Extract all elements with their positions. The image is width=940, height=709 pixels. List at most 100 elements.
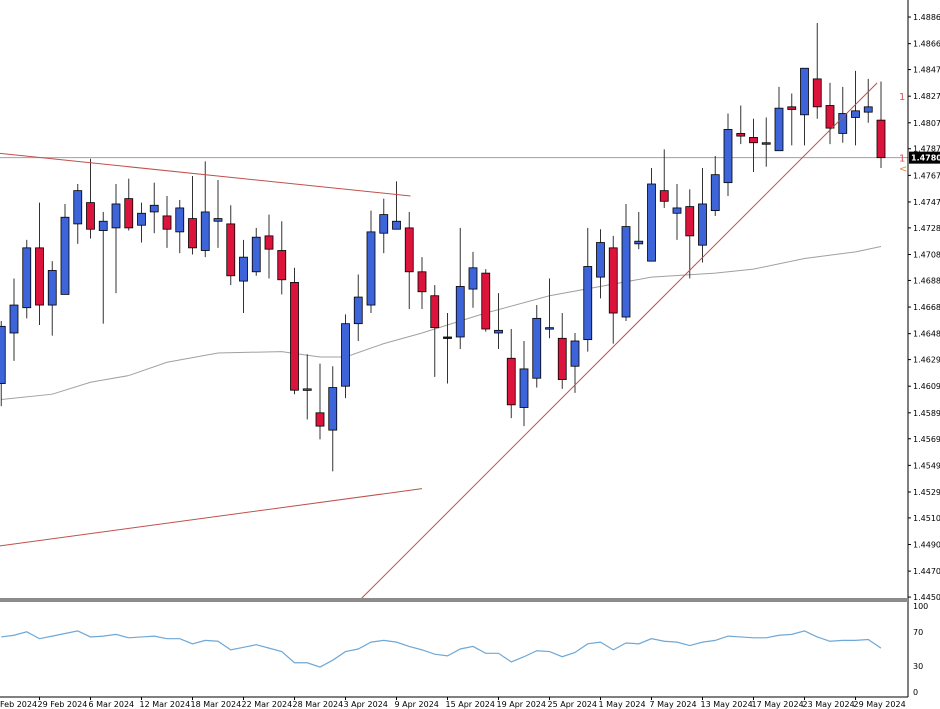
candle bbox=[774, 86, 784, 152]
candle bbox=[825, 82, 835, 145]
candle bbox=[608, 235, 618, 344]
candle bbox=[60, 203, 70, 295]
candle bbox=[800, 67, 809, 146]
candle-body bbox=[162, 215, 172, 230]
candle bbox=[851, 70, 860, 146]
candle bbox=[277, 221, 287, 295]
price-tick-label: 1.46290 bbox=[913, 356, 940, 365]
date-label: 13 May 2024 bbox=[701, 700, 753, 709]
candle-body bbox=[647, 183, 656, 262]
axis-background bbox=[908, 0, 940, 709]
date-label: 19 Apr 2024 bbox=[497, 700, 546, 709]
candle-body bbox=[698, 203, 707, 246]
candle bbox=[672, 183, 682, 240]
candle bbox=[494, 293, 503, 349]
date-label: 15 Apr 2024 bbox=[446, 700, 495, 709]
candle-body bbox=[251, 236, 261, 273]
candle bbox=[532, 305, 542, 388]
date-label: 7 May 2024 bbox=[650, 700, 697, 709]
candle-body bbox=[672, 207, 682, 214]
date-label: 18 Mar 2024 bbox=[191, 700, 242, 709]
oscillator-panel: 100 70 30 0 bbox=[0, 598, 928, 698]
candle bbox=[838, 86, 848, 143]
candle bbox=[557, 313, 567, 389]
current-price-box bbox=[909, 151, 940, 164]
candle-body bbox=[47, 270, 57, 306]
candle bbox=[787, 93, 797, 146]
candle-body bbox=[761, 142, 771, 145]
candle bbox=[213, 179, 223, 248]
date-axis: Feb 2024 29 Feb 2024 6 Mar 2024 12 Mar 2024… bbox=[0, 697, 906, 709]
candle-body bbox=[532, 317, 542, 379]
candle-body bbox=[812, 78, 822, 108]
candle-body bbox=[315, 412, 325, 427]
candle-body bbox=[430, 295, 440, 329]
candle-body bbox=[774, 107, 784, 152]
candle-body bbox=[328, 387, 338, 431]
candles-layer bbox=[0, 23, 886, 472]
price-tick-label: 1.47875 bbox=[913, 145, 940, 154]
candle bbox=[634, 211, 644, 250]
candle bbox=[162, 195, 172, 248]
candle-body bbox=[264, 235, 274, 250]
trendline[interactable] bbox=[359, 82, 878, 601]
current-price-label: 1.47808 bbox=[911, 154, 940, 163]
candle-body bbox=[800, 67, 809, 116]
trendline[interactable] bbox=[0, 152, 411, 197]
price-tick-label: 1.44700 bbox=[913, 567, 940, 576]
candle-body bbox=[35, 247, 44, 306]
candle-body bbox=[723, 129, 733, 184]
price-tick-label: 1.45100 bbox=[913, 514, 940, 523]
date-label: 29 Feb 2024 bbox=[38, 700, 88, 709]
candle-body bbox=[468, 267, 478, 290]
date-label: 17 May 2024 bbox=[752, 700, 804, 709]
price-tick-label: 1.46685 bbox=[913, 303, 940, 312]
candle-body bbox=[494, 329, 503, 334]
date-label: 22 Mar 2024 bbox=[242, 700, 293, 709]
candle-body bbox=[825, 105, 835, 129]
candle bbox=[863, 78, 873, 123]
date-label: 1 May 2024 bbox=[599, 700, 646, 709]
candle bbox=[455, 227, 465, 349]
candle-body bbox=[111, 203, 121, 229]
candle bbox=[200, 161, 210, 258]
price-axis: 1.48865 1.48665 1.48470 1.48270 1.48070 1.478… bbox=[899, 0, 940, 709]
price-tick-label: 1.46485 bbox=[913, 330, 940, 339]
candle-body bbox=[98, 220, 108, 231]
trendlines-layer[interactable] bbox=[0, 82, 878, 601]
candle bbox=[736, 105, 746, 145]
candle bbox=[685, 189, 695, 279]
right-marker: < bbox=[899, 164, 907, 175]
candle-body bbox=[73, 190, 83, 225]
candle bbox=[73, 183, 83, 244]
candle-body bbox=[392, 220, 401, 230]
date-label: 3 Apr 2024 bbox=[344, 700, 388, 709]
candle bbox=[226, 205, 236, 286]
candle bbox=[698, 168, 707, 263]
date-label: Feb 2024 bbox=[0, 700, 37, 709]
candle bbox=[0, 321, 6, 407]
candle bbox=[302, 354, 312, 420]
price-tick-label: 1.44900 bbox=[913, 541, 940, 550]
date-label: 6 Mar 2024 bbox=[89, 700, 135, 709]
candle-body bbox=[124, 198, 134, 229]
candle bbox=[545, 278, 554, 339]
candle bbox=[812, 23, 822, 119]
trendline[interactable] bbox=[0, 488, 423, 547]
price-tick-label: 1.47080 bbox=[913, 250, 940, 259]
candle-body bbox=[596, 242, 605, 278]
price-tick-label: 1.46885 bbox=[913, 276, 940, 285]
oscillator-tick-label: 70 bbox=[913, 628, 923, 637]
candle-body bbox=[621, 226, 631, 318]
price-tick-label: 1.44505 bbox=[913, 593, 940, 602]
candle-body bbox=[290, 282, 299, 391]
price-tick-label: 1.47475 bbox=[913, 198, 940, 207]
candle bbox=[876, 81, 886, 169]
price-tick-label: 1.48070 bbox=[913, 119, 940, 128]
candle-body bbox=[570, 340, 580, 367]
candle bbox=[149, 182, 159, 234]
price-tick-label: 1.48470 bbox=[913, 66, 940, 75]
candle bbox=[366, 210, 376, 314]
candle bbox=[761, 117, 771, 167]
